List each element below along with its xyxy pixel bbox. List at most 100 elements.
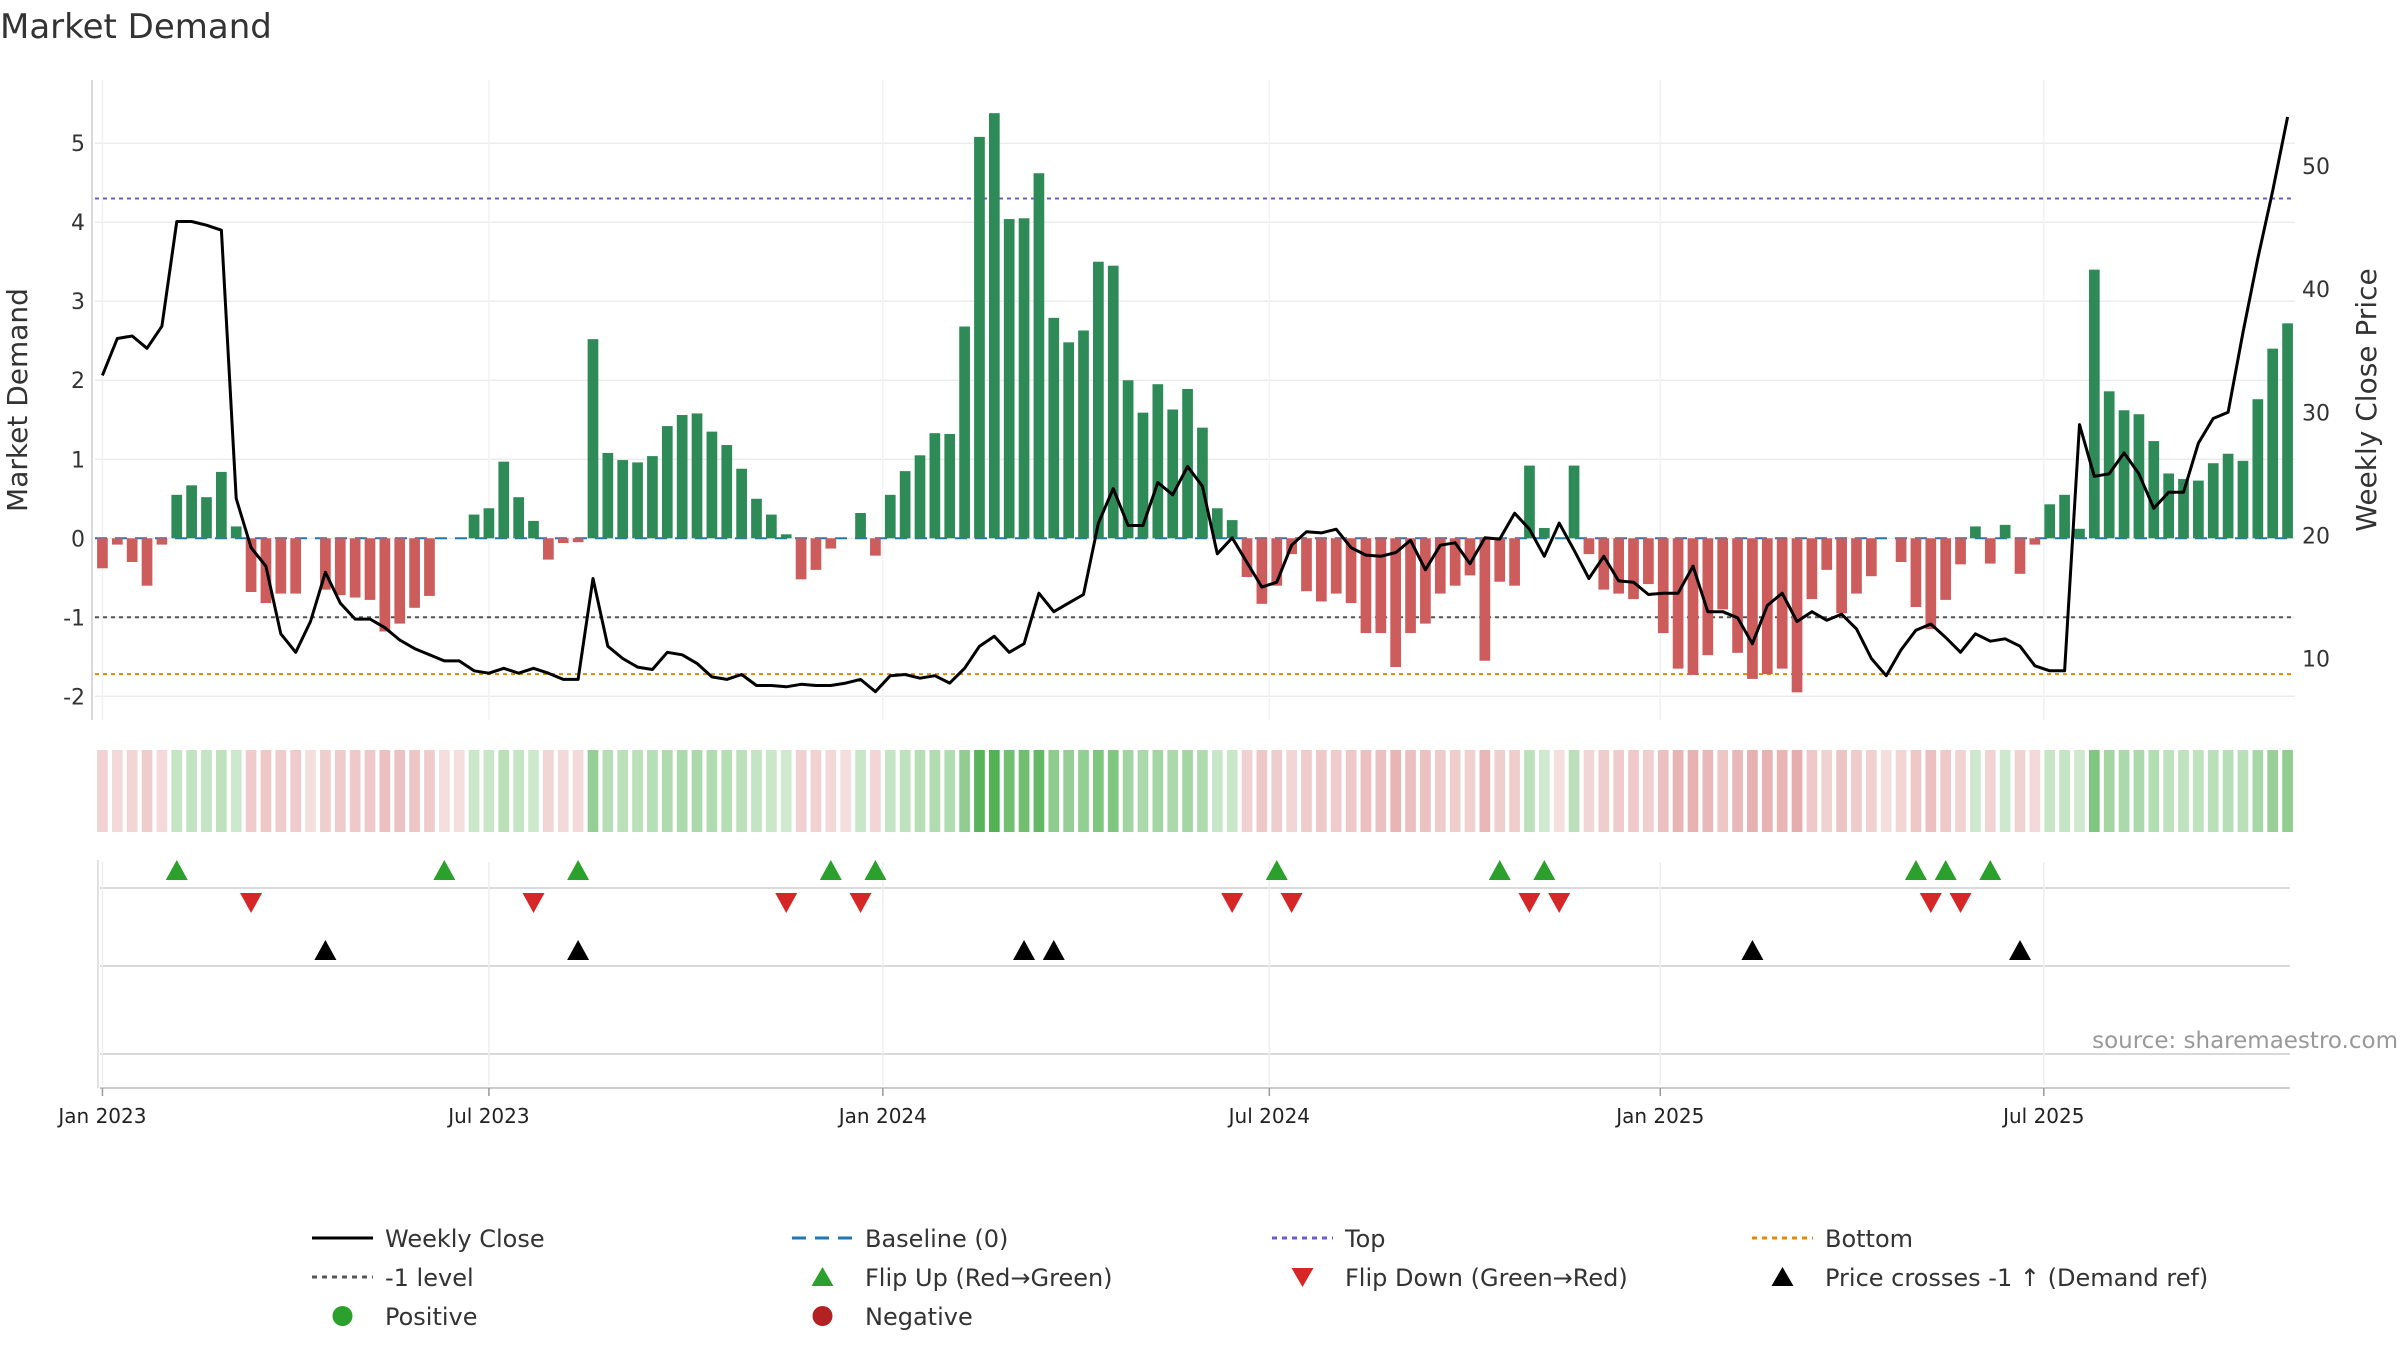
demand-bar: [825, 538, 837, 549]
demand-bar: [275, 538, 287, 594]
demand-strip-cell: [1167, 750, 1179, 832]
demand-bar: [988, 113, 1000, 539]
price-cross-marker: [2009, 940, 2031, 960]
demand-strip-cell: [1732, 750, 1743, 832]
demand-bar: [379, 538, 391, 632]
demand-strip-cell: [1583, 750, 1595, 832]
demand-strip-cell: [1836, 750, 1847, 832]
demand-bar: [1449, 538, 1461, 586]
demand-strip-cell: [870, 750, 881, 832]
demand-strip-cell: [2014, 750, 2026, 832]
reference-levels: [95, 197, 2295, 676]
demand-strip-cell: [2267, 750, 2279, 832]
source-note: source: sharemaestro.com: [2092, 1028, 2398, 1054]
demand-bar: [1851, 538, 1862, 594]
demand-bar: [409, 538, 420, 608]
demand-strip-cell: [1182, 750, 1193, 832]
demand-bar: [2014, 538, 2026, 574]
demand-strip-cell: [2133, 750, 2145, 832]
demand-bar: [201, 497, 212, 539]
flip-down-marker: [1518, 893, 1541, 913]
demand-bar: [1226, 520, 1238, 539]
demand-bar: [602, 452, 614, 539]
grid: [95, 80, 2295, 720]
demand-strip-cell: [1137, 750, 1149, 832]
demand-strip-cell: [1078, 750, 1089, 832]
weekly-close-series: [101, 116, 2290, 694]
demand-bar: [587, 339, 599, 539]
demand-bar: [1672, 538, 1684, 669]
demand-bar: [141, 538, 153, 586]
demand-strip-cell: [1405, 750, 1416, 832]
demand-bar: [186, 485, 197, 539]
demand-bar: [1167, 409, 1179, 539]
demand-bar: [394, 538, 406, 624]
flip-up-marker: [165, 860, 188, 880]
demand-bar: [1984, 538, 1996, 564]
demand-strip-cell: [1271, 750, 1283, 832]
demand-strip-cell: [230, 750, 242, 832]
price-cross-marker: [1042, 940, 1065, 960]
demand-strip-cell: [1955, 750, 1966, 832]
demand-bar: [543, 538, 554, 560]
demand-bar: [2237, 460, 2249, 539]
demand-strip-cell: [1003, 750, 1015, 832]
legend-label: Price crosses -1 ↑ (Demand ref): [1825, 1264, 2208, 1292]
y-tick-label: -1: [63, 606, 85, 631]
date-tick-label: Jan 2023: [56, 1104, 146, 1128]
demand-strip-cell: [2029, 750, 2041, 832]
demand-bar: [1657, 538, 1669, 634]
demand-bar: [632, 462, 643, 539]
demand-strip-cell: [1761, 750, 1773, 832]
flip-down-marker: [1949, 893, 1972, 913]
legend-label: Bottom: [1825, 1225, 1913, 1253]
demand-bar: [483, 508, 495, 539]
demand-bar: [1018, 218, 1030, 539]
demand-bar: [1776, 538, 1788, 669]
demand-bar: [1568, 465, 1580, 539]
demand-strip-cell: [1197, 750, 1208, 832]
flip-down-marker: [849, 893, 872, 913]
demand-bar: [1375, 538, 1387, 634]
demand-bar: [706, 431, 718, 539]
demand-strip-cell: [453, 750, 465, 832]
demand-bar: [1420, 538, 1431, 624]
y-tick-label: 1: [71, 448, 85, 473]
demand-bar: [528, 520, 539, 539]
demand-bar: [1360, 538, 1372, 634]
demand-strip-cell: [1286, 750, 1297, 832]
demand-bar: [1940, 538, 1952, 600]
demand-strip-cell: [1717, 750, 1729, 832]
legend-label: -1 level: [385, 1264, 474, 1292]
axes: -2 -1 0 1 2 3 4 5 10 20 30 40 50: [63, 80, 2330, 720]
demand-bar: [1970, 526, 1981, 539]
demand-bar: [171, 494, 183, 539]
demand-strip-cell: [1390, 750, 1402, 832]
demand-strip-cell: [275, 750, 287, 832]
demand-strip-cell: [2178, 750, 2189, 832]
demand-strip-cell: [974, 750, 985, 832]
demand-strip-cell: [2282, 750, 2293, 832]
demand-strip-cell: [587, 750, 599, 832]
demand-strip-cell: [736, 750, 747, 832]
demand-bar: [1598, 538, 1610, 590]
flip-down-marker: [1919, 893, 1942, 913]
demand-bar: [929, 433, 941, 539]
y-tick-label: -2: [63, 685, 85, 710]
legend-swatch-dot: [812, 1306, 833, 1326]
demand-bar: [2059, 494, 2070, 539]
demand-strip-cell: [2252, 750, 2264, 832]
demand-strip-cell: [944, 750, 956, 832]
demand-bar: [1509, 538, 1520, 586]
demand-strip-cell: [1568, 750, 1580, 832]
demand-strip-cell: [216, 750, 227, 832]
demand-bar: [2163, 473, 2174, 539]
demand-strip-cell: [1449, 750, 1461, 832]
demand-strip-cell: [1211, 750, 1223, 832]
demand-strip-cell: [1747, 750, 1758, 832]
price-cross-marker: [1013, 940, 1036, 960]
demand-strip-cell: [721, 750, 733, 832]
demand-strip-cell: [676, 750, 688, 832]
signal-markers: [97, 860, 2290, 1089]
